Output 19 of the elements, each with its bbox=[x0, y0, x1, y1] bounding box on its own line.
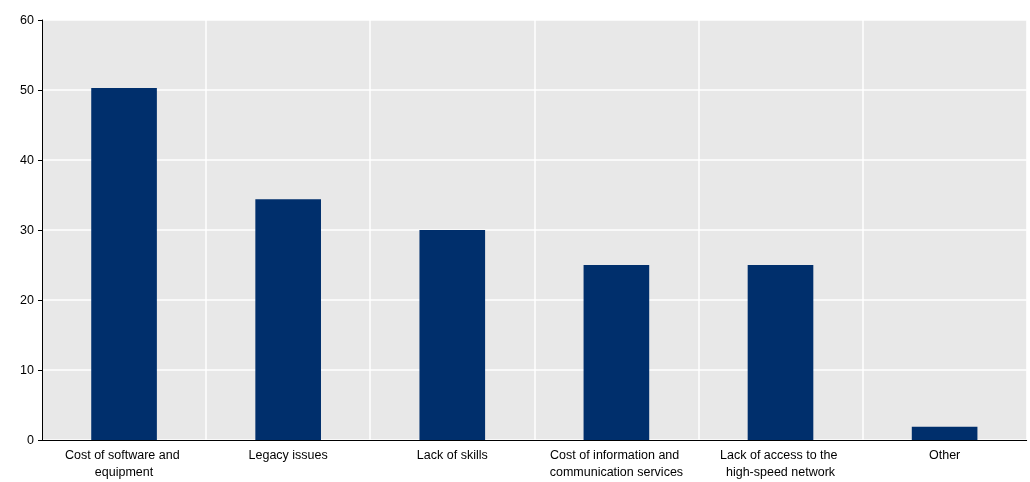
bar bbox=[583, 265, 650, 440]
y-tick-label: 40 bbox=[20, 153, 35, 167]
y-tick-label: 60 bbox=[20, 13, 35, 27]
y-tick-label: 10 bbox=[20, 363, 35, 377]
bar bbox=[255, 199, 321, 440]
x-tick-label: Cost of software and equipment bbox=[64, 447, 184, 479]
x-tick-label: Lack of skills bbox=[416, 447, 488, 462]
x-tick-label: Cost of information and communication services bbox=[549, 447, 684, 479]
x-tick-label: Legacy issues bbox=[248, 447, 328, 462]
y-tick-label: 0 bbox=[27, 433, 35, 447]
x-tick-label: Other bbox=[928, 447, 961, 462]
bar bbox=[911, 426, 978, 440]
bar bbox=[747, 265, 814, 440]
x-tick-label: Lack of access to the high-speed network bbox=[720, 447, 841, 479]
bar bbox=[419, 230, 486, 440]
bar bbox=[91, 87, 157, 440]
y-tick-label: 30 bbox=[20, 223, 35, 237]
y-tick-label: 20 bbox=[20, 293, 35, 307]
y-tick-label: 50 bbox=[20, 83, 35, 97]
